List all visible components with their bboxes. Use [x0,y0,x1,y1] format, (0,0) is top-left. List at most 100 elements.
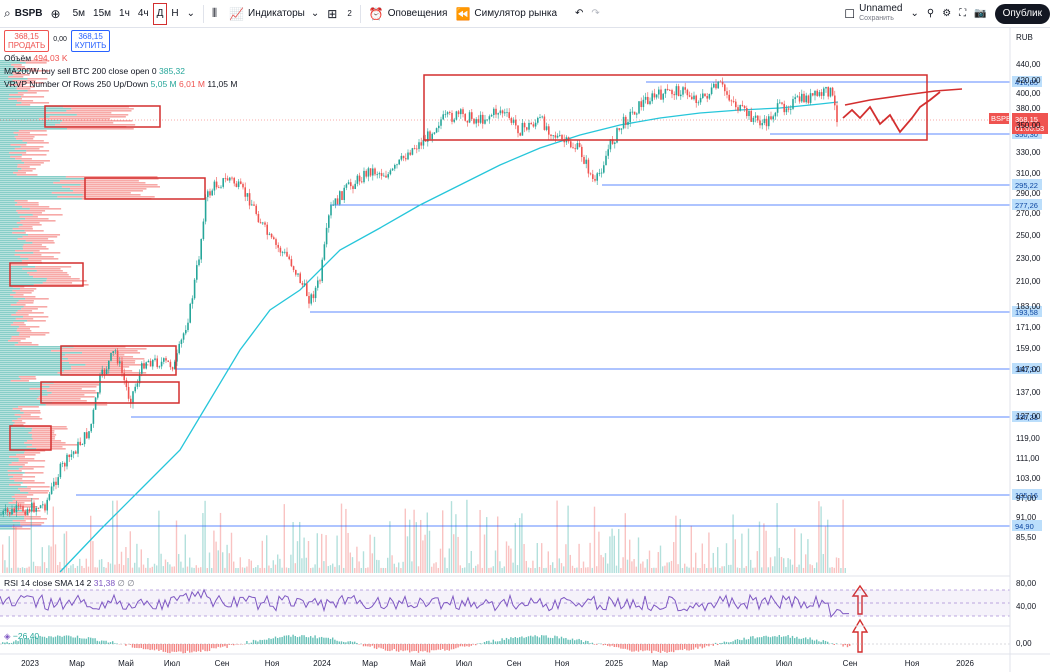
interval-day[interactable]: Д [152,2,168,25]
osc-bar [162,644,164,652]
compare-button[interactable]: ⊕ [47,3,69,25]
fullscreen-button[interactable]: ⛶ [955,3,970,25]
interval-4h[interactable]: 4ч [137,8,149,19]
candle [226,178,229,181]
profile-down-bar [51,192,131,194]
rsi-legend[interactable]: RSI 14 close SMA 14 2 31,38 ∅ ∅ [4,578,135,589]
volume-bar [112,500,114,573]
osc-bar [424,644,426,651]
time-axis[interactable]: 2023 Мар Май Июл Сен Ноя 2024 Мар Май Июл Сен Ноя 20… [21,659,974,668]
volume-bar [250,560,252,573]
profile-up-bar [0,162,25,164]
candle [510,118,513,123]
profile-down-bar [33,276,71,278]
osc-bar [428,644,431,653]
volume-bar [87,566,90,573]
osc-bar [182,644,184,654]
vrvp-legend[interactable]: VRVP Number Of Rows 250 Up/Down 5,05 M 6… [4,78,237,91]
volume-bar [620,567,622,573]
chart-type-button[interactable]: ⫴ [208,3,225,25]
osc-bar [406,644,409,651]
replay-button[interactable]: ⏪ Симулятор рынка [451,3,561,25]
candle [519,133,521,136]
symbol-search[interactable]: ⌕ BSPB [0,3,47,25]
alerts-button[interactable]: ⏰ Оповещения [365,3,452,25]
profile-down-bar [15,292,32,294]
profile-down-bar [16,68,37,70]
interval-1h[interactable]: 1ч [119,8,130,19]
sell-button[interactable]: 368,15 ПРОДАТЬ [4,30,50,52]
price-tick: 111,00 [1016,454,1040,463]
osc-bar [800,638,802,644]
volume-legend[interactable]: Объём 494,03 K [4,52,237,65]
redo-button[interactable]: ↷ [587,3,603,25]
volume-bar [151,566,153,573]
candle [552,135,554,137]
profile-down-bar [17,310,33,312]
volume-bar [332,563,334,573]
volume-bar [178,554,180,573]
profile-down-bar [18,300,34,302]
time-tick: Май [118,659,134,668]
volume-bar [371,553,373,573]
volume-bar [791,564,794,573]
profile-down-bar [33,252,61,254]
indicators-button[interactable]: 📈 Индикаторы ⌄ [225,3,323,25]
highlight-box [40,381,180,404]
profile-down-bar [61,360,136,362]
volume-bar [743,567,745,573]
volume-bar [268,565,270,573]
osc-bar [545,635,547,644]
profile-up-bar [0,464,9,466]
level-tag-bg [1012,76,1042,87]
ma200w-line [59,101,839,573]
candle [803,93,805,103]
interval-5m[interactable]: 5м [72,8,86,19]
undo-button[interactable]: ↶ [571,3,587,25]
volume-bar [593,506,596,573]
volume-bar [255,567,257,573]
settings-button[interactable]: ⚙ [938,3,955,25]
osc-bar [83,638,85,644]
publish-button[interactable]: Опублик [994,3,1050,24]
profile-down-bar [14,344,39,346]
snapshot-button[interactable]: 📷 [970,3,990,25]
quick-search-button[interactable]: ⚲ [923,3,938,25]
osc-bar [607,644,609,646]
profile-up-bar [0,474,9,476]
price-axis[interactable]: RUB440,00420,00400,00380,00350,00330,003… [1016,33,1041,648]
interval-dropdown[interactable]: ⌄ [183,3,199,25]
profile-up-bar [0,88,17,90]
profile-up-bar [0,288,21,290]
volume-bar [822,554,824,573]
volume-bar [708,532,710,573]
profile-down-bar [14,414,31,416]
osc-bar [679,644,681,650]
candle [814,90,816,96]
buy-button[interactable]: 368,15 КУПИТЬ [70,30,111,52]
interval-week[interactable]: Н [171,8,179,19]
candle [266,224,268,235]
profile-down-bar [14,200,28,202]
osc-bar [536,636,538,644]
ma-legend[interactable]: MA200W buy sell BTC 200 close open 0 385… [4,65,237,78]
candle [636,113,638,115]
candle [215,181,218,188]
profile-down-bar [13,132,30,134]
osc-bar [785,636,787,644]
candle [145,362,147,369]
volume-bar [369,534,371,573]
profile-up-bar [0,174,17,176]
interval-15m[interactable]: 15м [93,8,112,19]
volume-bar [756,551,758,573]
candle [125,380,128,387]
candle [526,127,528,130]
candle [704,93,706,97]
layouts-button[interactable]: ⊞ 2 [323,3,356,25]
profile-down-bar [9,94,24,96]
chart-canvas[interactable]: 416,85350,30295,22277,26193,58160,37136,… [0,28,1050,672]
layout-name-button[interactable]: ☐ Unnamed Сохранить ⌄ [840,3,923,25]
volume-bar [189,557,191,573]
top-toolbar: ⌕ BSPB ⊕ 5м 15м 1ч 4ч Д Н ⌄ ⫴ 📈 Индикаторы… [0,0,1050,28]
osc-legend[interactable]: ◈ −26,40 [4,631,39,642]
